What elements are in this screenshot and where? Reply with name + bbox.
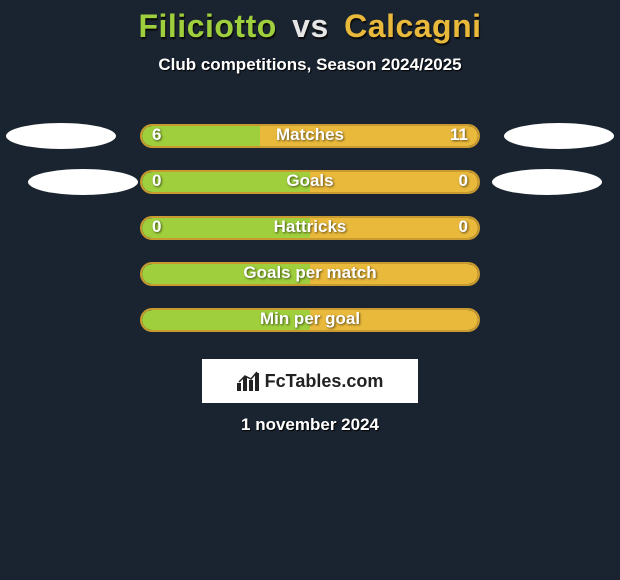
stat-row: Hattricks00 — [0, 205, 620, 251]
bar-left-fill — [142, 172, 310, 192]
bar-right-fill — [310, 264, 478, 284]
stat-row: Matches611 — [0, 113, 620, 159]
bar-chart-icon — [237, 371, 259, 391]
stat-bar — [140, 216, 480, 240]
player1-photo-placeholder — [28, 169, 138, 195]
bar-right-fill — [260, 126, 478, 146]
stats-container: Matches611Goals00Hattricks00Goals per ma… — [0, 113, 620, 343]
bar-right-fill — [310, 218, 478, 238]
bar-left-fill — [142, 310, 310, 330]
stat-bar — [140, 262, 480, 286]
stat-bar — [140, 170, 480, 194]
player2-photo-placeholder — [492, 169, 602, 195]
bar-right-fill — [310, 310, 478, 330]
vs-label: vs — [292, 8, 329, 44]
logo-text: FcTables.com — [265, 371, 384, 392]
comparison-title: Filiciotto vs Calcagni — [0, 8, 620, 45]
player2-photo-placeholder — [504, 123, 614, 149]
player1-name: Filiciotto — [138, 8, 276, 44]
bar-left-fill — [142, 264, 310, 284]
stat-row: Min per goal — [0, 297, 620, 343]
bar-left-fill — [142, 126, 260, 146]
snapshot-date: 1 november 2024 — [0, 415, 620, 435]
bar-right-fill — [310, 172, 478, 192]
stat-bar — [140, 124, 480, 148]
player2-name: Calcagni — [344, 8, 481, 44]
player1-photo-placeholder — [6, 123, 116, 149]
stat-row: Goals00 — [0, 159, 620, 205]
subtitle: Club competitions, Season 2024/2025 — [0, 55, 620, 75]
stat-bar — [140, 308, 480, 332]
stat-row: Goals per match — [0, 251, 620, 297]
fctables-logo[interactable]: FcTables.com — [202, 359, 418, 403]
bar-left-fill — [142, 218, 310, 238]
